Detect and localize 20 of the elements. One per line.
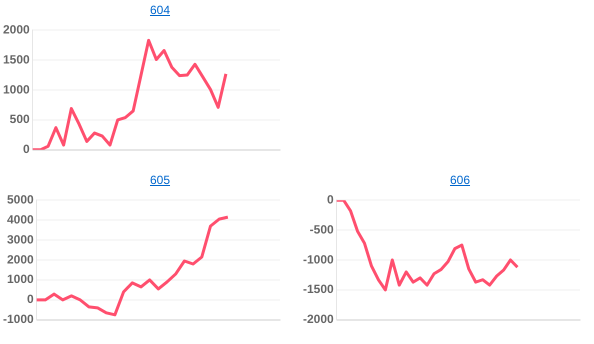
chart-title: 605: [148, 172, 172, 189]
y-tick-label: -1500: [302, 282, 334, 296]
y-tick-label: 1500: [2, 52, 30, 66]
y-tick-label: 0: [23, 142, 30, 156]
y-tick-label: 0: [327, 192, 334, 207]
y-tick-label: 0: [27, 292, 34, 306]
y-tick-label: 500: [10, 112, 30, 126]
y-tick-label: 2000: [2, 22, 30, 37]
y-tick-label: 3000: [6, 232, 34, 246]
chart-title: 604: [148, 2, 172, 19]
y-tick-label: -2000: [302, 312, 334, 326]
y-tick-label: 2000: [6, 252, 34, 266]
y-tick-label: 5000: [6, 192, 34, 207]
y-tick-label: -500: [310, 222, 334, 236]
y-tick-label: -1000: [302, 252, 334, 266]
chart-title: 606: [448, 172, 472, 189]
y-tick-label: 1000: [2, 82, 30, 96]
y-tick-label: 4000: [6, 212, 34, 226]
y-tick-label: -1000: [2, 312, 34, 326]
y-tick-label: 1000: [6, 272, 34, 286]
